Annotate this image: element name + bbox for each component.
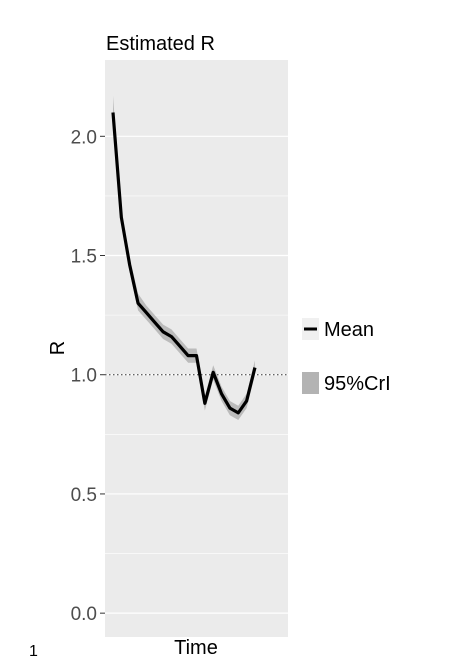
y-tick-label: 0.0 (71, 604, 97, 625)
legend-label-mean: Mean (324, 319, 374, 341)
legend: Mean 95%CrI (302, 318, 391, 395)
y-axis-label: R (47, 341, 69, 355)
legend-key-band (302, 372, 319, 394)
chart-title: Estimated R (106, 33, 215, 55)
corner-mark: 1 (29, 643, 38, 660)
x-axis-label: Time (174, 637, 218, 659)
legend-label-band: 95%CrI (324, 373, 391, 395)
credible-interval-band (113, 95, 255, 421)
y-tick-label: 0.5 (71, 485, 97, 506)
y-tick-label: 1.0 (71, 366, 97, 387)
y-tick-label: 2.0 (71, 127, 97, 148)
mean-points (112, 112, 256, 413)
y-tick-label: 1.5 (71, 247, 97, 268)
grid-minor (105, 195, 288, 554)
mean-line (111, 112, 257, 415)
y-axis-ticks (100, 135, 105, 614)
y-axis-tick-labels: 0.0 0.5 1.0 1.5 2.0 (71, 127, 97, 625)
